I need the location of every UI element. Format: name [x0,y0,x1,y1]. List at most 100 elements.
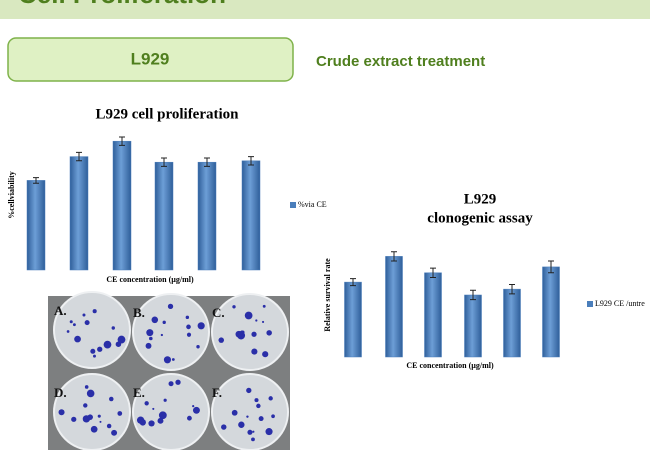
plate [132,373,210,450]
colony [71,416,77,422]
colony [92,309,97,314]
y-axis-label: %cellviability [7,171,16,219]
colony [160,333,164,337]
colony [218,337,225,343]
bar [26,180,46,271]
y-axis-label: Relative survival rate [323,258,332,332]
colony [167,303,174,310]
bar [154,161,174,271]
plate [53,291,131,369]
bar [503,288,521,358]
colony [146,329,154,337]
colony [117,411,123,416]
colony [221,424,227,430]
colony [162,320,166,325]
colony [185,315,190,320]
colony [106,423,112,429]
plate [132,293,210,371]
colony [168,381,174,387]
colony [82,313,86,317]
plate [53,373,131,450]
legend-swatch [587,301,593,307]
colony [72,323,76,327]
error-bar [119,136,125,146]
colony [268,396,273,401]
colony [83,403,88,408]
colony [254,398,259,403]
colony [192,405,195,408]
plate-label: E. [133,385,145,400]
colony [266,330,272,336]
colony [197,322,205,330]
subtitle: Crude extract treatment [316,53,485,70]
cell-line-box [7,37,294,82]
error-bar [161,157,167,167]
bar [542,266,560,358]
colony [90,425,98,433]
plate-label: B. [133,305,145,320]
colony [86,389,95,398]
error-bar [509,283,515,295]
colony [261,320,265,324]
bar [344,281,362,358]
bar [464,294,482,358]
colony [139,419,146,426]
legend-label: L929 CE /untre [595,299,645,308]
colony [265,428,273,436]
chart-title: L929 cell proliferation [95,106,239,122]
bar [112,140,132,271]
colony [97,414,101,418]
plate [211,373,289,450]
colony [271,414,275,419]
chart-title: clonogenic assay [427,210,533,226]
error-bar [248,156,254,166]
bar [241,160,261,271]
error-bar [430,267,436,278]
chart-title: L929 [464,191,497,207]
error-bar [76,151,82,162]
colony [84,385,89,389]
colony [251,348,258,355]
colony [196,345,200,349]
colony [231,409,238,416]
colony [262,304,266,308]
error-bar [548,260,554,274]
colony [251,437,255,442]
colony [87,414,93,420]
colony [99,420,102,423]
colony [97,346,103,352]
colony [246,415,249,418]
colony [151,316,159,324]
colony [238,421,245,428]
colony [262,351,269,358]
x-axis-label: CE concentration (µg/ml) [406,361,494,370]
plate [211,293,289,371]
colony [255,319,258,322]
colony [145,342,152,349]
colony [93,354,96,358]
x-axis-label: CE concentration (µg/ml) [106,275,194,284]
colony [58,409,65,416]
bar [424,272,442,358]
colony [258,416,264,422]
cell-line-label: L929 [131,49,170,68]
error-bar [391,251,397,262]
header-title: Cell Proliferation [18,0,226,9]
colony [252,430,255,433]
colony-photo: A. B. C. D. E. F. [48,291,290,450]
colony [157,417,164,424]
plate-label: C. [212,305,225,320]
colony [152,407,155,410]
colony [149,336,153,341]
colony [187,415,192,421]
error-bar [33,177,39,184]
plate-label: A. [54,303,67,318]
bar [385,256,403,358]
colony [144,401,149,406]
plate-label: F. [212,385,222,400]
colony [246,387,252,394]
error-bar [470,289,476,301]
error-bar [350,278,356,287]
colony [163,356,172,364]
